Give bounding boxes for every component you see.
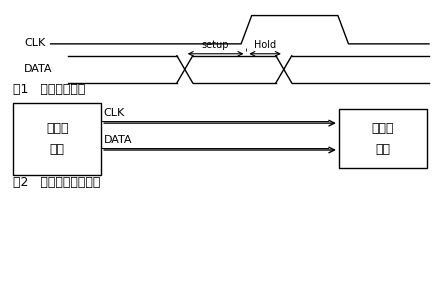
Text: DATA: DATA (24, 64, 53, 74)
Text: Hold: Hold (254, 40, 276, 50)
Bar (339, 109, 427, 168)
Text: CLK: CLK (103, 108, 125, 118)
Text: CLK: CLK (24, 38, 45, 48)
Text: 发送端
器件: 发送端 器件 (46, 122, 69, 156)
Text: setup: setup (202, 40, 229, 50)
Text: 接收端
器件: 接收端 器件 (371, 122, 394, 156)
Text: 图1   信号采样示例: 图1 信号采样示例 (13, 83, 85, 96)
Text: DATA: DATA (103, 135, 132, 145)
Bar (13, 103, 101, 175)
Text: 图2   源同步系统拓扑图: 图2 源同步系统拓扑图 (13, 176, 101, 189)
